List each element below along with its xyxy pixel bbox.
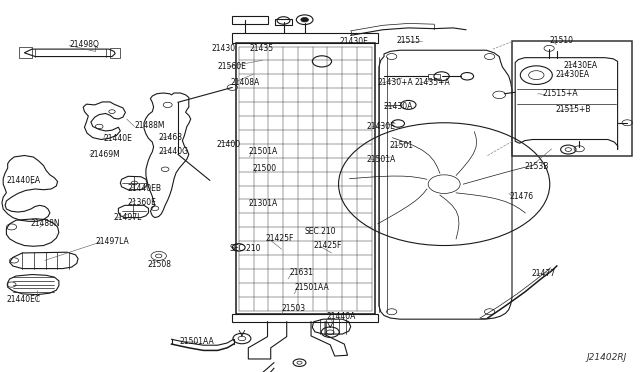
Text: 21515+A: 21515+A xyxy=(543,89,579,98)
Text: 21440E: 21440E xyxy=(104,134,132,143)
Circle shape xyxy=(301,17,308,22)
Text: 21430EA: 21430EA xyxy=(563,61,597,70)
Bar xyxy=(19,47,32,58)
Text: 21515+B: 21515+B xyxy=(556,105,591,114)
Text: 21440EA: 21440EA xyxy=(6,176,40,185)
Text: 21560E: 21560E xyxy=(218,62,246,71)
Text: 21440EC: 21440EC xyxy=(6,295,40,304)
Text: 21408A: 21408A xyxy=(230,78,260,87)
Text: 21497LA: 21497LA xyxy=(96,237,130,246)
Bar xyxy=(110,48,120,58)
Bar xyxy=(512,41,632,156)
Text: SEC.210: SEC.210 xyxy=(229,244,260,253)
Text: 21497L: 21497L xyxy=(114,213,142,222)
Text: 21508: 21508 xyxy=(147,260,172,269)
Text: 21430E: 21430E xyxy=(339,37,368,46)
Text: 21301A: 21301A xyxy=(248,199,278,208)
Bar xyxy=(236,43,375,314)
Text: 21430EA: 21430EA xyxy=(556,70,589,79)
Text: 21501A: 21501A xyxy=(366,155,396,164)
Text: 21510: 21510 xyxy=(549,36,573,45)
Text: 21501A: 21501A xyxy=(248,147,278,156)
Text: 21515: 21515 xyxy=(397,36,421,45)
Text: 21503: 21503 xyxy=(282,304,306,312)
Text: 2153B: 2153B xyxy=(525,162,549,171)
Text: 21430E: 21430E xyxy=(366,122,395,131)
Text: 21488M: 21488M xyxy=(134,121,165,130)
Text: 21469M: 21469M xyxy=(90,150,120,159)
Text: 21435: 21435 xyxy=(250,44,274,53)
Bar xyxy=(428,74,440,79)
Text: 21440EB: 21440EB xyxy=(128,185,162,193)
Text: 21400: 21400 xyxy=(216,140,241,149)
Bar xyxy=(232,16,268,24)
Text: 21500: 21500 xyxy=(253,164,277,173)
Text: 21425F: 21425F xyxy=(266,234,294,243)
Text: 21476: 21476 xyxy=(509,192,534,201)
Text: 21430+A: 21430+A xyxy=(378,78,413,87)
Text: 21477: 21477 xyxy=(531,269,556,278)
Text: 21501AA: 21501AA xyxy=(179,337,214,346)
Text: J21402RJ: J21402RJ xyxy=(587,353,627,362)
Text: 21435+A: 21435+A xyxy=(415,78,451,87)
Text: 21430: 21430 xyxy=(211,44,236,53)
Text: 21440G: 21440G xyxy=(159,147,189,156)
Text: 21498Q: 21498Q xyxy=(69,40,99,49)
Text: 21501AA: 21501AA xyxy=(294,283,329,292)
Text: 21488N: 21488N xyxy=(31,219,60,228)
Text: 21468: 21468 xyxy=(159,133,183,142)
Text: 21631: 21631 xyxy=(289,268,314,277)
Text: 21425F: 21425F xyxy=(314,241,342,250)
Text: 21360E: 21360E xyxy=(128,198,157,207)
Text: 21501: 21501 xyxy=(389,141,413,150)
Bar xyxy=(275,19,292,25)
Text: 21440A: 21440A xyxy=(326,312,356,321)
Text: 21430A: 21430A xyxy=(384,102,413,110)
Text: SEC.210: SEC.210 xyxy=(305,227,336,236)
